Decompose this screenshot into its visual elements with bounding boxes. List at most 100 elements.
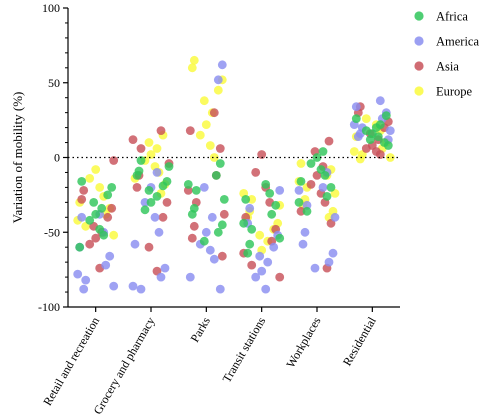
data-point-america bbox=[205, 245, 215, 255]
data-point-asia bbox=[185, 126, 195, 135]
data-point-europe bbox=[209, 153, 219, 162]
data-point-america bbox=[152, 168, 162, 177]
data-point-africa bbox=[75, 242, 85, 252]
data-point-europe bbox=[213, 85, 223, 95]
data-point-africa bbox=[91, 209, 101, 219]
data-point-africa bbox=[183, 180, 193, 189]
data-point-america bbox=[217, 60, 227, 70]
data-point-america bbox=[353, 132, 363, 142]
data-point-asia bbox=[361, 144, 371, 153]
data-point-america bbox=[298, 239, 308, 249]
data-point-asia bbox=[306, 180, 316, 189]
data-point-europe bbox=[187, 63, 197, 73]
data-point-america bbox=[261, 284, 271, 294]
data-point-america bbox=[130, 239, 140, 249]
data-point-asia bbox=[107, 203, 117, 213]
data-point-asia bbox=[375, 150, 385, 159]
data-point-asia bbox=[251, 168, 261, 177]
data-point-america bbox=[275, 186, 285, 195]
data-point-africa bbox=[294, 198, 304, 207]
data-point-africa bbox=[211, 171, 221, 180]
data-point-africa bbox=[267, 209, 277, 219]
data-point-africa bbox=[245, 239, 255, 249]
data-point-asia bbox=[324, 136, 334, 146]
legend-marker bbox=[414, 11, 424, 21]
y-tick-label: 100 bbox=[42, 1, 60, 15]
y-tick-label: 50 bbox=[48, 76, 60, 90]
data-point-america bbox=[351, 102, 361, 112]
data-point-africa bbox=[322, 192, 332, 201]
data-point-europe bbox=[355, 154, 365, 164]
data-point-america bbox=[318, 183, 328, 192]
data-point-america bbox=[185, 272, 195, 282]
data-point-africa bbox=[152, 192, 162, 201]
data-point-america bbox=[245, 203, 255, 213]
x-category-label: Residential bbox=[340, 314, 379, 368]
data-point-america bbox=[255, 251, 265, 261]
data-point-america bbox=[215, 284, 225, 294]
data-point-africa bbox=[318, 147, 328, 156]
data-point-asia bbox=[109, 156, 119, 165]
data-point-africa bbox=[320, 171, 330, 180]
data-point-africa bbox=[241, 195, 251, 204]
data-point-asia bbox=[219, 209, 229, 219]
data-point-america bbox=[324, 257, 334, 267]
data-point-africa bbox=[306, 159, 316, 168]
data-point-asia bbox=[144, 242, 154, 252]
data-point-africa bbox=[275, 233, 285, 243]
data-point-america bbox=[269, 242, 279, 252]
data-point-africa bbox=[261, 180, 271, 189]
data-point-america bbox=[77, 212, 87, 222]
data-point-europe bbox=[144, 138, 154, 147]
x-category-label: Retail and recreation bbox=[40, 315, 102, 409]
data-point-asia bbox=[79, 186, 89, 195]
data-point-africa bbox=[351, 114, 361, 123]
legend: Africa America Asia Europe bbox=[414, 10, 479, 99]
data-point-europe bbox=[189, 55, 199, 65]
data-point-america bbox=[209, 254, 219, 264]
data-point-africa bbox=[375, 120, 385, 129]
legend-label: Asia bbox=[436, 60, 459, 74]
data-point-africa bbox=[217, 220, 227, 230]
y-axis-title: Variation of mobility (%) bbox=[10, 92, 25, 224]
data-point-america bbox=[101, 260, 111, 270]
data-point-europe bbox=[146, 150, 156, 159]
x-category-label: Workplaces bbox=[283, 314, 323, 370]
legend-marker bbox=[414, 86, 424, 96]
data-point-asia bbox=[189, 221, 199, 231]
data-point-america bbox=[128, 281, 138, 291]
data-point-africa bbox=[243, 248, 253, 258]
data-point-europe bbox=[385, 153, 395, 162]
data-point-america bbox=[73, 269, 83, 279]
data-point-america bbox=[150, 212, 160, 222]
data-point-africa bbox=[146, 198, 156, 207]
data-point-africa bbox=[144, 186, 154, 195]
data-point-america bbox=[199, 183, 209, 192]
data-point-america bbox=[213, 75, 223, 85]
data-point-africa bbox=[265, 189, 275, 198]
data-point-africa bbox=[199, 236, 209, 246]
legend-marker bbox=[414, 36, 424, 46]
data-point-america bbox=[154, 227, 164, 237]
data-point-asia bbox=[217, 251, 227, 261]
data-point-africa bbox=[326, 183, 336, 192]
data-point-africa bbox=[247, 224, 257, 234]
data-point-africa bbox=[158, 181, 168, 191]
data-point-africa bbox=[219, 195, 229, 204]
data-point-africa bbox=[187, 209, 197, 219]
data-point-africa bbox=[381, 111, 391, 120]
data-point-america bbox=[310, 263, 320, 273]
data-point-africa bbox=[99, 230, 109, 240]
y-tick-label: -50 bbox=[44, 225, 60, 239]
data-point-america bbox=[156, 272, 166, 282]
data-point-america bbox=[328, 248, 338, 258]
data-point-asia bbox=[257, 150, 267, 159]
data-point-america bbox=[300, 227, 310, 237]
legend-label: Europe bbox=[436, 85, 473, 99]
data-point-africa bbox=[97, 203, 107, 213]
data-point-asia bbox=[247, 260, 257, 270]
data-point-america bbox=[207, 212, 217, 222]
data-point-america bbox=[136, 284, 146, 294]
data-point-america bbox=[79, 284, 89, 294]
